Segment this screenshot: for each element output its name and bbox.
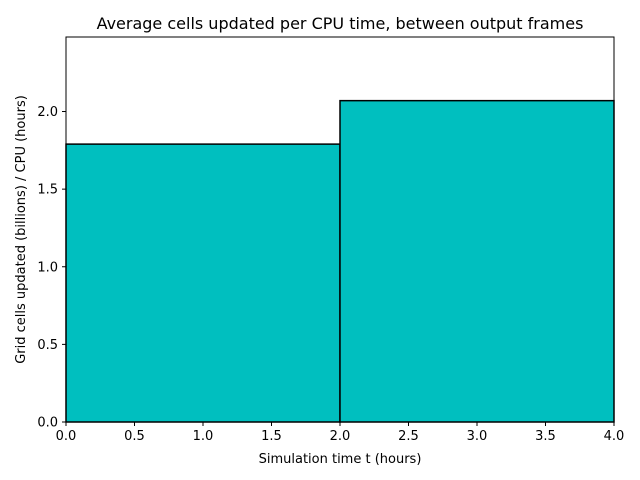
x-axis-label: Simulation time t (hours) [259, 452, 422, 467]
x-tick-label: 0.0 [56, 429, 77, 444]
y-tick-label: 1.5 [37, 183, 58, 198]
y-axis-label: Grid cells updated (billions) / CPU (hou… [14, 95, 29, 364]
x-tick-label: 1.0 [193, 429, 214, 444]
y-tick-label: 0.0 [37, 416, 58, 431]
y-tick-label: 2.0 [37, 105, 58, 120]
x-tick-label: 1.5 [261, 429, 282, 444]
y-axis-ticks: 0.0 0.5 1.0 1.5 2.0 [37, 105, 66, 431]
x-tick-label: 3.5 [535, 429, 556, 444]
y-tick-label: 0.5 [37, 338, 58, 353]
y-tick-label: 1.0 [37, 260, 58, 275]
x-tick-label: 2.0 [330, 429, 351, 444]
x-tick-label: 0.5 [124, 429, 145, 444]
bar-2 [339, 99, 615, 423]
bars-group [65, 99, 615, 423]
bar-1 [65, 143, 341, 423]
x-tick-label: 2.5 [398, 429, 419, 444]
x-tick-label: 3.0 [467, 429, 488, 444]
x-axis-ticks: 0.0 0.5 1.0 1.5 2.0 2.5 3.0 3.5 4.0 [56, 422, 625, 444]
x-tick-label: 4.0 [604, 429, 625, 444]
chart-title: Average cells updated per CPU time, betw… [97, 14, 584, 33]
